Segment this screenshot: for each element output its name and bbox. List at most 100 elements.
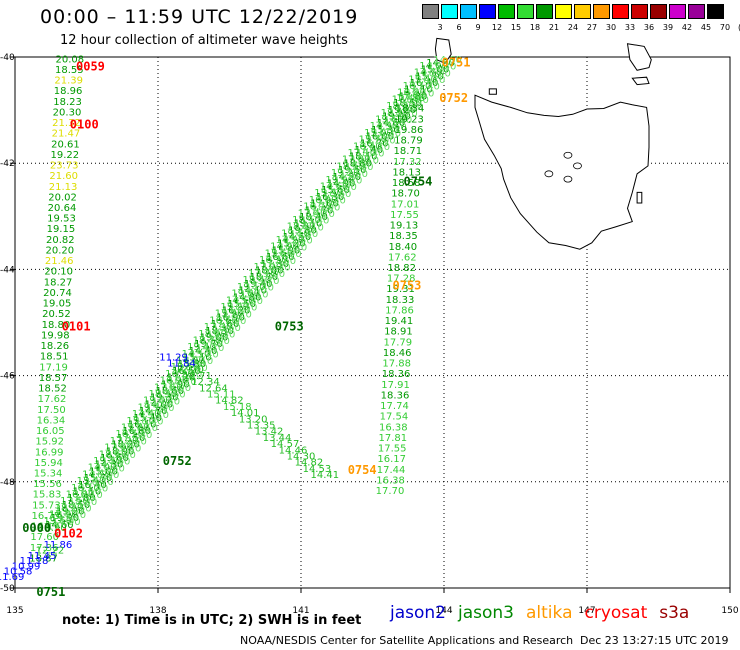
track-value: 20.82	[46, 235, 75, 246]
track-value: 19.30	[150, 393, 179, 404]
track-value: 14.00	[419, 61, 448, 72]
track-value: 17.80	[67, 493, 96, 504]
track-value: 15.90	[328, 182, 357, 193]
track-value: 16.00	[91, 470, 120, 481]
track-value: 18.50	[118, 437, 147, 448]
track-value: 13.35	[247, 421, 276, 432]
scale-label: 3	[437, 23, 443, 32]
scale-label: 70	[719, 23, 731, 32]
track-value: 19.20	[56, 507, 85, 518]
track-value: 21.60	[49, 171, 78, 182]
time-label: 0753	[393, 279, 422, 293]
track-value: 15.73	[32, 500, 61, 511]
track-value: 18.10	[74, 490, 103, 501]
chart-title: 00:00 – 11:59 UTC 12/22/2019	[40, 6, 359, 28]
track-value: 19.53	[47, 214, 76, 225]
track-value: 15.30	[428, 62, 457, 73]
track-value: 18.80	[69, 497, 98, 508]
track-value: 14.60	[45, 520, 74, 531]
track-value: 19.80	[345, 162, 374, 173]
track-value: 17.80	[124, 430, 153, 441]
satellite-name: s3a	[659, 603, 690, 623]
track-value: 17.60	[30, 532, 59, 543]
track-value: 18.30	[262, 263, 291, 274]
track-value: 19.90	[107, 450, 136, 461]
track-value: 16.30	[372, 129, 401, 140]
track-value: 19.00	[256, 269, 285, 280]
track-value: 19.70	[251, 276, 280, 287]
scale-swatch	[593, 4, 610, 19]
scale-label: 6	[456, 23, 462, 32]
track-value: 14.82	[215, 396, 244, 407]
track-value: 14.20	[389, 109, 418, 120]
track-value: 15.00	[364, 128, 393, 139]
lon-label: 144	[435, 606, 452, 616]
track-value: 15.40	[408, 74, 437, 85]
scale-swatch	[536, 4, 553, 19]
track-value: 14.60	[377, 118, 406, 129]
track-value: 17.10	[347, 148, 376, 159]
track-value: 15.40	[77, 476, 106, 487]
track-value: 15.94	[34, 458, 63, 469]
scale-label: 36	[643, 23, 655, 32]
track-value: 21.39	[54, 76, 83, 87]
track-value: 15.50	[227, 299, 256, 310]
track-value: 16.70	[303, 202, 332, 213]
track-value: 23.73	[50, 161, 79, 172]
track-value: 20.10	[44, 267, 73, 278]
track-value: 14.70	[414, 68, 443, 79]
track-value: 14.30	[151, 396, 180, 407]
track-value: 19.98	[41, 330, 70, 341]
track-value: 15.20	[277, 239, 306, 250]
track-value: 17.00	[253, 262, 282, 273]
track-value: 14.30	[287, 452, 316, 463]
track-value: 18.30	[205, 326, 234, 337]
track-value: 17.36	[30, 543, 59, 554]
track-value: 18.20	[386, 101, 415, 112]
track-value: 16.10	[71, 483, 100, 494]
track-value: 16.00	[309, 195, 338, 206]
scale-swatch	[517, 4, 534, 19]
track-value: 19.60	[375, 115, 404, 126]
track-value: 16.10	[128, 420, 157, 431]
track-value: 17.44	[377, 465, 406, 476]
track-value: 16.90	[160, 376, 189, 387]
track-value: 15.70	[140, 410, 169, 421]
track-value: 15.30	[96, 463, 125, 474]
track-value: 18.40	[242, 275, 271, 286]
track-value: 17.50	[117, 433, 146, 444]
track-value: 18.40	[356, 149, 385, 160]
track-value: 14.30	[95, 460, 124, 471]
scale-label: 30	[605, 23, 617, 32]
scale-swatch	[612, 4, 629, 19]
generation-timestamp: Dec 23 13:27:15 UTC 2019	[580, 634, 729, 647]
track-value: 18.90	[49, 510, 78, 521]
track-value: 12.20	[175, 365, 204, 376]
track-value: 14.80	[176, 356, 205, 367]
scale-swatch	[422, 4, 439, 19]
satellite-name: cryosat	[584, 603, 648, 623]
track-value: 18.58	[392, 178, 421, 189]
track-value: 18.90	[162, 383, 191, 394]
track-value: 21.13	[49, 182, 78, 193]
lon-label: 141	[292, 606, 309, 616]
track-value: 16.50	[115, 429, 144, 440]
track-value: 14.90	[327, 179, 356, 190]
track-value: 17.00	[310, 199, 339, 210]
lon-label: 147	[578, 606, 595, 616]
track-value: 15.11	[207, 390, 236, 401]
track-value: 19.60	[157, 390, 186, 401]
track-value: 18.70	[391, 189, 420, 200]
track-value: 16.80	[397, 88, 426, 99]
satellite-legend: jason2 jason3 altika cryosat s3a	[390, 603, 701, 623]
track-value: 14.00	[144, 399, 173, 410]
track-value: 19.40	[187, 342, 216, 353]
track-value: 17.90	[104, 443, 133, 454]
track-value: 16.80	[179, 363, 208, 374]
track-value: 17.90	[161, 379, 190, 390]
scale-swatch	[574, 4, 591, 19]
track-value: 15.56	[33, 479, 62, 490]
scale-label: 18	[529, 23, 541, 32]
credit-line: NOAA/NESDIS Center for Satellite Applica…	[240, 634, 574, 647]
track-value: 17.50	[392, 94, 421, 105]
